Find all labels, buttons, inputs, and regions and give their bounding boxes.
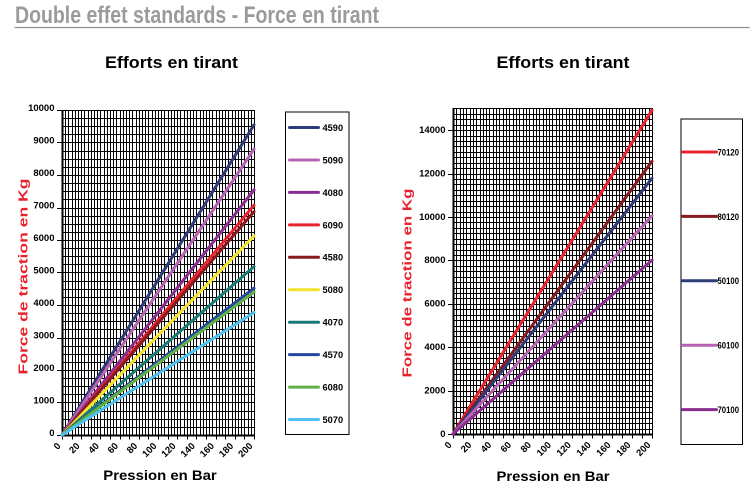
svg-text:7000: 7000: [33, 201, 54, 212]
svg-text:5080: 5080: [323, 285, 344, 296]
svg-text:70100: 70100: [718, 405, 740, 415]
svg-text:1000: 1000: [33, 396, 54, 407]
svg-text:4580: 4580: [323, 253, 344, 264]
svg-text:4070: 4070: [323, 318, 344, 329]
svg-text:0: 0: [52, 441, 64, 453]
svg-text:10000: 10000: [419, 212, 445, 223]
svg-text:80120: 80120: [718, 212, 740, 222]
svg-text:Pression en Bar: Pression en Bar: [103, 468, 217, 483]
svg-text:12000: 12000: [419, 168, 445, 179]
svg-text:8000: 8000: [424, 255, 445, 266]
svg-text:10000: 10000: [28, 103, 54, 114]
svg-text:5090: 5090: [323, 155, 344, 166]
svg-text:Force de traction en Kg: Force de traction en Kg: [400, 188, 415, 377]
svg-text:8000: 8000: [33, 168, 54, 179]
svg-text:6000: 6000: [33, 233, 54, 244]
svg-text:0: 0: [440, 429, 445, 440]
svg-text:60100: 60100: [718, 341, 740, 351]
svg-text:0: 0: [443, 440, 455, 452]
svg-text:6090: 6090: [323, 220, 344, 231]
svg-text:2000: 2000: [33, 363, 54, 374]
svg-text:14000: 14000: [419, 125, 445, 136]
svg-text:50100: 50100: [718, 276, 740, 286]
svg-text:5070: 5070: [323, 415, 344, 426]
svg-text:4080: 4080: [323, 188, 344, 199]
svg-text:Pression en Bar: Pression en Bar: [497, 469, 611, 484]
svg-text:4570: 4570: [323, 350, 344, 361]
svg-text:Efforts en tirant: Efforts en tirant: [497, 53, 631, 72]
svg-text:4590: 4590: [323, 123, 344, 134]
svg-text:6000: 6000: [424, 299, 445, 310]
svg-text:9000: 9000: [33, 136, 54, 147]
svg-text:4000: 4000: [33, 298, 54, 309]
svg-text:6080: 6080: [323, 383, 344, 394]
svg-text:2000: 2000: [424, 385, 445, 396]
svg-text:0: 0: [49, 428, 54, 439]
svg-text:Efforts en tirant: Efforts en tirant: [105, 53, 239, 72]
svg-text:5000: 5000: [33, 266, 54, 277]
svg-text:70120: 70120: [718, 147, 740, 157]
svg-text:3000: 3000: [33, 331, 54, 342]
svg-text:Double effet standards - Force: Double effet standards - Force en tirant: [15, 3, 380, 29]
svg-text:Force de traction en Kg: Force de traction en Kg: [16, 178, 31, 374]
svg-text:4000: 4000: [424, 342, 445, 353]
